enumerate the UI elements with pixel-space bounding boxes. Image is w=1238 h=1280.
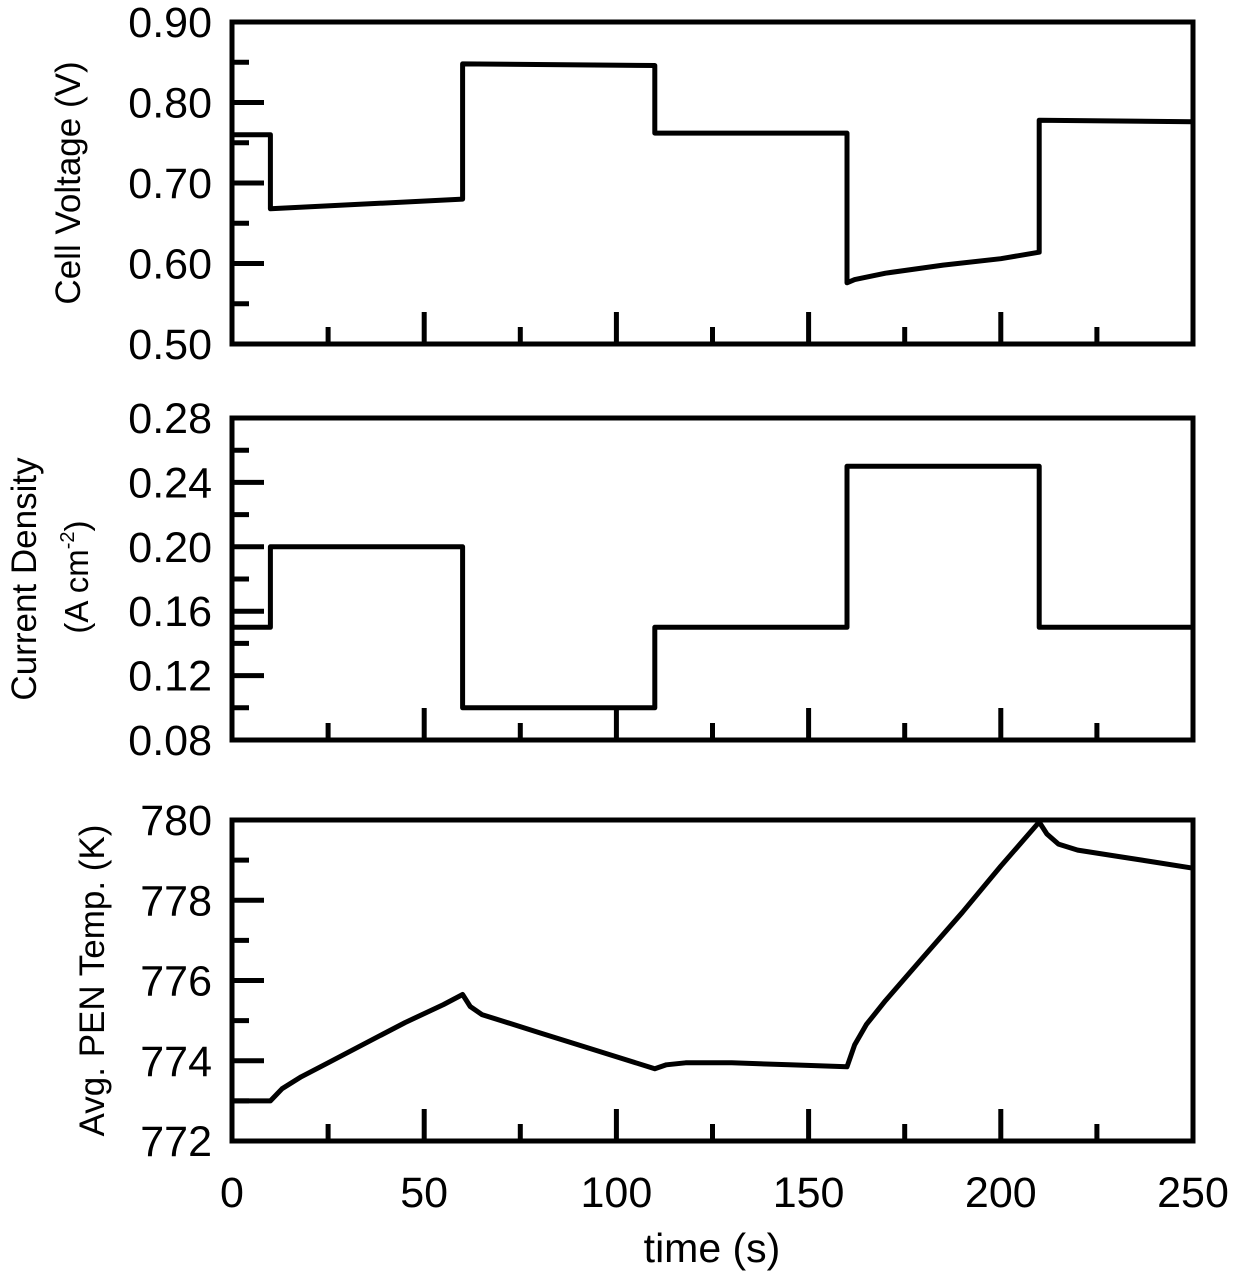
y-axis-ticks [232, 59, 264, 307]
x-tick-label: 0 [220, 1169, 244, 1217]
panel-avg-pen-temp: 780 778 776 774 772 Avg. PEN Temp. (K) [73, 797, 1196, 1166]
plot-frame [229, 415, 1196, 743]
data-line-cell-voltage [229, 61, 1196, 286]
y-tick-label: 0.16 [128, 588, 212, 636]
y-axis-ticks [232, 857, 264, 1104]
y-tick-label: 0.12 [128, 653, 212, 701]
x-axis-tick-labels: 0 50 100 150 200 250 [220, 1169, 1229, 1217]
y-tick-label: 0.70 [128, 160, 212, 208]
y-axis-tick-labels: 0.90 0.80 0.70 0.60 0.50 [128, 0, 212, 369]
data-line-avg-pen-temp [229, 819, 1196, 1104]
x-tick-label: 50 [400, 1169, 448, 1217]
x-axis-label: time (s) [644, 1225, 781, 1271]
y-axis-tick-labels: 780 778 776 774 772 [140, 797, 212, 1166]
y-tick-label: 0.60 [128, 241, 212, 289]
x-tick-label: 100 [581, 1169, 653, 1217]
y-axis-label: Cell Voltage (V) [49, 61, 88, 304]
y-tick-label: 778 [140, 877, 212, 925]
y-tick-label: 774 [140, 1038, 212, 1086]
plot-frame [229, 19, 1196, 347]
y-axis-tick-labels: 0.28 0.24 0.20 0.16 0.12 0.08 [128, 395, 212, 765]
y-axis-label: Avg. PEN Temp. (K) [73, 825, 112, 1137]
y-tick-label: 0.50 [128, 321, 212, 369]
y-tick-label: 0.08 [128, 717, 212, 765]
y-tick-label: 0.24 [128, 459, 212, 507]
y-tick-label: 0.80 [128, 80, 212, 128]
y-axis-label: Current Density [5, 457, 44, 701]
x-tick-label: 200 [965, 1169, 1037, 1217]
panel-cell-voltage: 0.90 0.80 0.70 0.60 0.50 Cell Voltage (V) [49, 0, 1196, 369]
y-tick-label: 0.90 [128, 0, 212, 47]
panel-current-density: 0.28 0.24 0.20 0.16 0.12 0.08 Current Density (… [5, 395, 1196, 765]
x-axis-ticks [325, 1109, 1100, 1141]
data-line-current-density [229, 463, 1196, 711]
x-axis-ticks [325, 312, 1100, 344]
plot-frame [229, 817, 1196, 1144]
y-tick-label: 772 [140, 1118, 212, 1166]
y-tick-label: 776 [140, 958, 212, 1006]
y-axis-ticks [232, 447, 264, 711]
y-tick-label: 0.20 [128, 524, 212, 572]
x-tick-label: 150 [773, 1169, 845, 1217]
y-tick-label: 0.28 [128, 395, 212, 443]
y-axis-unit-label: (A cm-2) [57, 520, 95, 633]
x-tick-label: 250 [1157, 1169, 1229, 1217]
x-axis-ticks [325, 708, 1100, 740]
y-tick-label: 780 [140, 797, 212, 845]
